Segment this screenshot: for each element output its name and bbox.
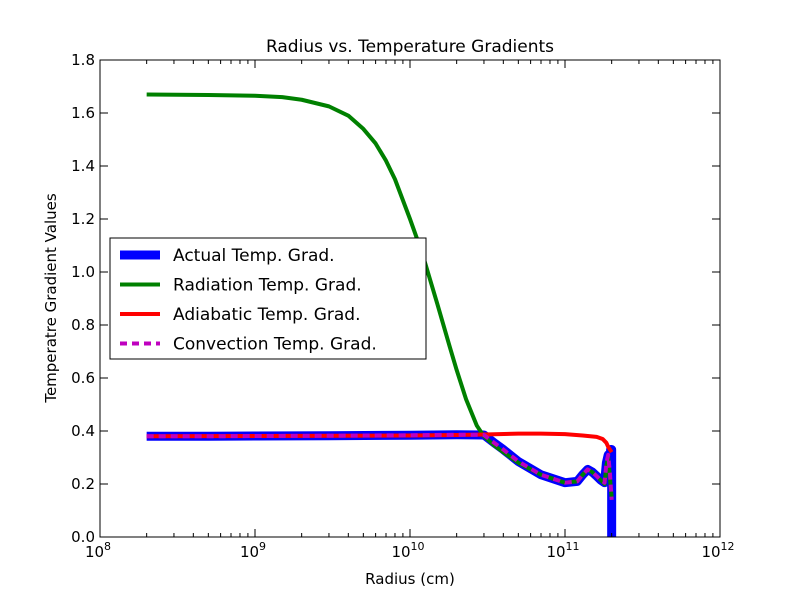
legend-label: Adiabatic Temp. Grad.: [173, 305, 361, 325]
y-tick-label: 1.4: [71, 157, 95, 175]
series-line-4: [146, 432, 614, 501]
y-tick-label: 1.0: [71, 263, 95, 281]
y-tick-label: 1.2: [71, 210, 95, 228]
legend: Actual Temp. Grad. Radiation Temp. Grad. A…: [109, 237, 427, 360]
x-tick-label: 1011: [546, 540, 579, 561]
x-axis-label: Radius (cm): [365, 570, 455, 588]
x-tick-label: 109: [240, 540, 266, 561]
y-tick-label: 1.8: [71, 51, 95, 69]
x-tick-label: 108: [85, 540, 111, 561]
y-tick-label: 0.2: [71, 475, 95, 493]
axes-layer: 108 109 1010 1011 1012 0.0 0.2 0.4 0.6 0.8 1.0 1.2 1…: [71, 51, 734, 561]
legend-label: Convection Temp. Grad.: [173, 335, 377, 355]
legend-label: Actual Temp. Grad.: [173, 246, 335, 266]
y-tick-label: 0.8: [71, 316, 95, 334]
chart-title: Radius vs. Temperature Gradients: [266, 37, 554, 57]
y-tick-label: 1.6: [71, 104, 95, 122]
y-axis-label: Temperatre Gradient Values: [42, 193, 60, 404]
x-tick-label: 1012: [701, 540, 734, 561]
y-tick-label: 0.6: [71, 369, 95, 387]
y-tick-label: 0.4: [71, 422, 95, 440]
x-tick-label: 1010: [391, 540, 424, 561]
y-tick-label: 0.0: [71, 528, 95, 546]
legend-box: [109, 237, 427, 360]
legend-label: Radiation Temp. Grad.: [173, 276, 362, 296]
series-layer: [146, 92, 617, 537]
